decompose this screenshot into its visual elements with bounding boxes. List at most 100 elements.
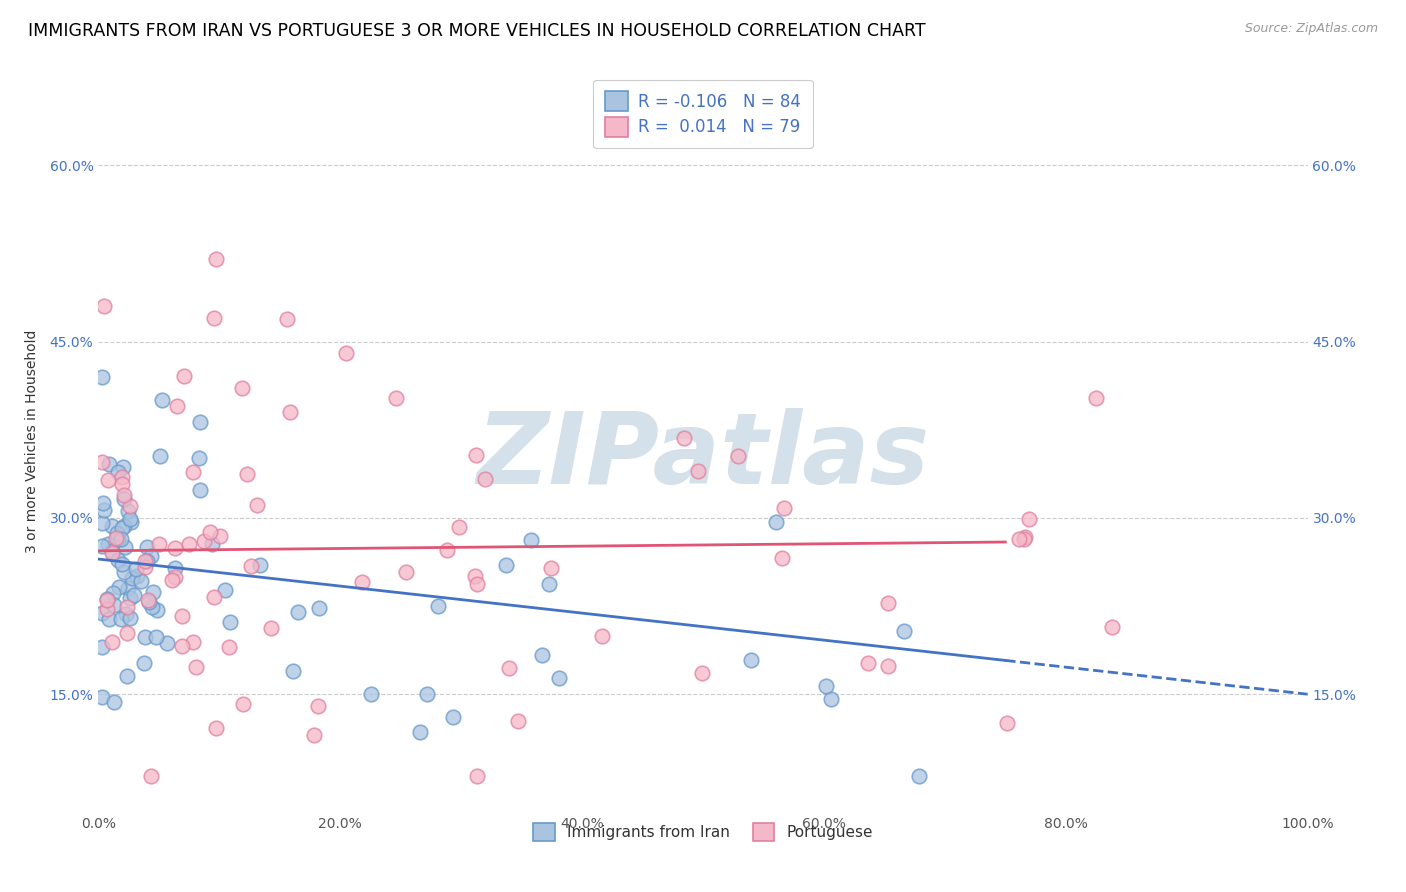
Point [93,299,115,313]
Point [152,393,174,408]
Point [105,525,128,540]
Point [135,540,157,554]
Point [97,457,120,471]
Point [103,695,125,709]
Point [136,593,159,607]
Point [110,532,132,546]
Point [246,498,269,512]
Point [1101,620,1123,634]
Point [101,544,124,558]
Point [115,626,138,640]
Point [121,571,143,585]
Text: IMMIGRANTS FROM IRAN VS PORTUGUESE 3 OR MORE VEHICLES IN HOUSEHOLD CORRELATION C: IMMIGRANTS FROM IRAN VS PORTUGUESE 3 OR … [28,22,925,40]
Point [91,455,114,469]
Point [814,679,837,693]
Point [249,558,271,572]
Point [308,698,330,713]
Point [283,664,305,678]
Point [107,553,129,567]
Point [111,557,134,571]
Point [287,605,309,619]
Point [100,519,122,533]
Point [111,521,134,535]
Point [260,621,283,635]
Point [138,595,160,609]
Point [395,566,418,580]
Y-axis label: 3 or more Vehicles in Household: 3 or more Vehicles in Household [24,330,38,553]
Point [93,503,115,517]
Point [139,549,162,564]
Point [136,554,159,568]
Point [205,252,228,267]
Point [107,465,129,479]
Point [139,769,162,783]
Point [495,558,517,573]
Point [118,512,141,526]
Point [141,599,163,614]
Point [820,692,842,706]
Legend: Immigrants from Iran, Portuguese: Immigrants from Iran, Portuguese [526,815,880,848]
Point [218,640,240,655]
Point [97,473,120,487]
Point [129,574,152,588]
Point [276,312,298,326]
Point [1008,533,1031,547]
Point [91,496,114,510]
Point [177,537,200,551]
Point [686,464,709,478]
Point [498,661,520,675]
Point [465,577,488,591]
Point [193,533,215,548]
Point [531,648,554,662]
Point [876,596,898,610]
Point [101,586,124,600]
Point [101,635,124,649]
Point [149,450,172,464]
Point [465,448,488,462]
Point [335,346,357,360]
Point [172,639,194,653]
Point [236,467,259,481]
Point [117,504,139,518]
Point [302,728,325,742]
Point [96,601,118,615]
Text: ZIPatlas: ZIPatlas [477,408,929,505]
Point [91,606,114,620]
Point [127,569,149,583]
Point [142,584,165,599]
Point [907,769,929,783]
Point [205,721,228,735]
Text: Source: ZipAtlas.com: Source: ZipAtlas.com [1244,22,1378,36]
Point [520,533,543,547]
Point [208,529,231,543]
Point [118,591,141,606]
Point [118,499,141,513]
Point [893,624,915,638]
Point [727,449,749,463]
Point [856,656,879,670]
Point [181,465,204,479]
Point [134,560,156,574]
Point [308,601,330,615]
Point [118,610,141,624]
Point [111,469,134,483]
Point [360,687,382,701]
Point [111,460,134,475]
Point [415,687,437,701]
Point [107,532,129,546]
Point [173,368,195,383]
Point [117,599,139,614]
Point [114,541,136,555]
Point [548,671,571,685]
Point [770,551,793,566]
Point [467,769,489,783]
Point [96,592,118,607]
Point [163,541,186,555]
Point [385,391,408,405]
Point [1012,533,1035,547]
Point [740,653,762,667]
Point [1018,512,1040,526]
Point [120,516,142,530]
Point [165,570,187,584]
Point [112,519,135,533]
